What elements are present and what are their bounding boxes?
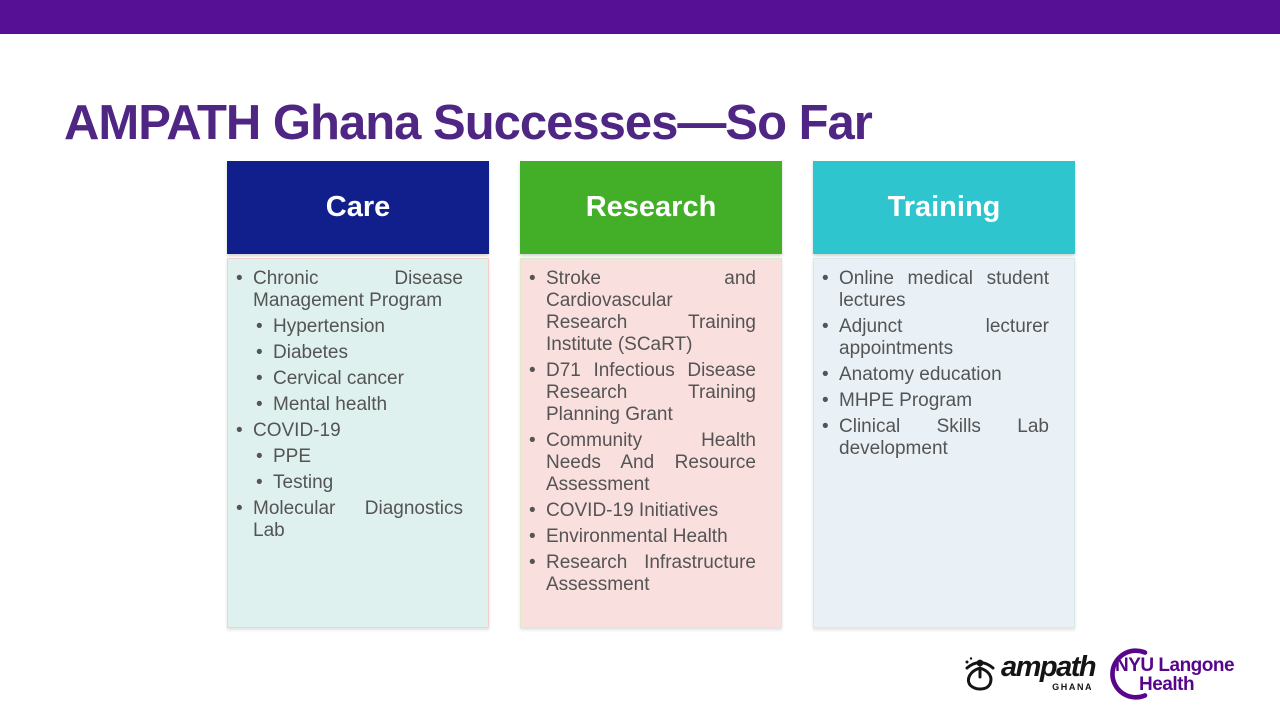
bullet-icon: • <box>822 364 829 385</box>
bullet-icon: • <box>822 390 829 411</box>
bullet-icon: • <box>529 500 536 521</box>
bullet-icon: • <box>256 446 263 467</box>
list-item: • Cervical cancer <box>256 368 404 389</box>
care-bullet-list: • Chronic Disease Management Program • Hyp… <box>236 268 463 542</box>
slide-title: AMPATH Ghana Successes—So Far <box>64 96 873 150</box>
ampath-wordmark: ampath <box>1001 651 1097 683</box>
bullet-icon: • <box>256 342 263 363</box>
care-body: • Chronic Disease Management Program • Hyp… <box>227 258 489 628</box>
column-care: Care • Chronic Disease Management Program… <box>227 161 489 628</box>
column-training: Training • Online medical student lecture… <box>813 161 1075 628</box>
nyu-arc-icon <box>1110 648 1148 700</box>
list-item: • Chronic Disease Management Program <box>236 268 463 311</box>
nyu-logo-line1: NYU Langone <box>1115 655 1235 676</box>
care-header: Care <box>227 161 489 254</box>
ampath-country-label: GHANA <box>1052 682 1094 692</box>
list-item: • PPE <box>256 446 312 467</box>
bullet-icon: • <box>236 420 243 441</box>
nyu-logo-line2: Health <box>1139 674 1195 695</box>
research-header-label: Research <box>585 191 717 223</box>
columns-container: Care • Chronic Disease Management Program… <box>227 161 1075 628</box>
list-item: • D71 Infectious Disease Research Trainin… <box>529 360 756 425</box>
research-bullet-list: • Stroke and Cardiovascular Research Trai… <box>529 268 756 596</box>
bullet-icon: • <box>529 526 536 547</box>
column-research: Research • Stroke and Cardiovascular Rese… <box>520 161 782 628</box>
research-header: Research <box>520 161 782 254</box>
care-header-label: Care <box>325 191 391 223</box>
nyu-langone-health-logo: NYU Langone Health <box>1102 646 1242 704</box>
list-item: • Testing <box>256 472 334 493</box>
list-item: • Stroke and Cardiovascular Research Trai… <box>529 268 756 355</box>
bullet-icon: • <box>822 416 829 437</box>
top-accent-bar <box>0 0 1280 34</box>
bullet-icon: • <box>529 360 536 381</box>
list-item: • COVID-19 <box>236 420 341 441</box>
bullet-icon: • <box>529 430 536 451</box>
list-item: • Molecular Diagnostics Lab <box>236 498 463 541</box>
list-item: • Research Infrastructure Assessment <box>529 552 756 595</box>
training-header: Training <box>813 161 1075 254</box>
research-body: • Stroke and Cardiovascular Research Trai… <box>520 258 782 628</box>
list-item: • Community Health Needs And Resource Ass… <box>529 430 756 495</box>
list-item: • Diabetes <box>256 342 348 363</box>
list-item: • Online medical student lectures <box>822 268 1049 311</box>
ampath-ghana-logo: ampath GHANA <box>960 651 1097 693</box>
list-item: • MHPE Program <box>822 390 973 411</box>
bullet-icon: • <box>822 268 829 289</box>
list-item: • Clinical Skills Lab development <box>822 416 1049 459</box>
bullet-icon: • <box>236 268 243 289</box>
bullet-icon: • <box>236 498 243 519</box>
training-bullet-list: • Online medical student lectures • Adjunc… <box>822 268 1049 460</box>
bullet-icon: • <box>256 394 263 415</box>
ampath-figure-icon <box>965 657 995 691</box>
bullet-icon: • <box>256 316 263 337</box>
training-body: • Online medical student lectures • Adjunc… <box>813 258 1075 628</box>
list-item: • COVID-19 Initiatives <box>529 500 719 521</box>
list-item: • Adjunct lecturer appointments <box>822 316 1049 359</box>
bullet-icon: • <box>822 316 829 337</box>
list-item: • Anatomy education <box>822 364 1002 385</box>
list-item: • Hypertension <box>256 316 385 337</box>
list-item: • Mental health <box>256 394 388 415</box>
list-item: • Environmental Health <box>529 526 728 547</box>
bullet-icon: • <box>529 268 536 289</box>
bullet-icon: • <box>529 552 536 573</box>
bullet-icon: • <box>256 472 263 493</box>
bullet-icon: • <box>256 368 263 389</box>
training-header-label: Training <box>887 191 1001 223</box>
